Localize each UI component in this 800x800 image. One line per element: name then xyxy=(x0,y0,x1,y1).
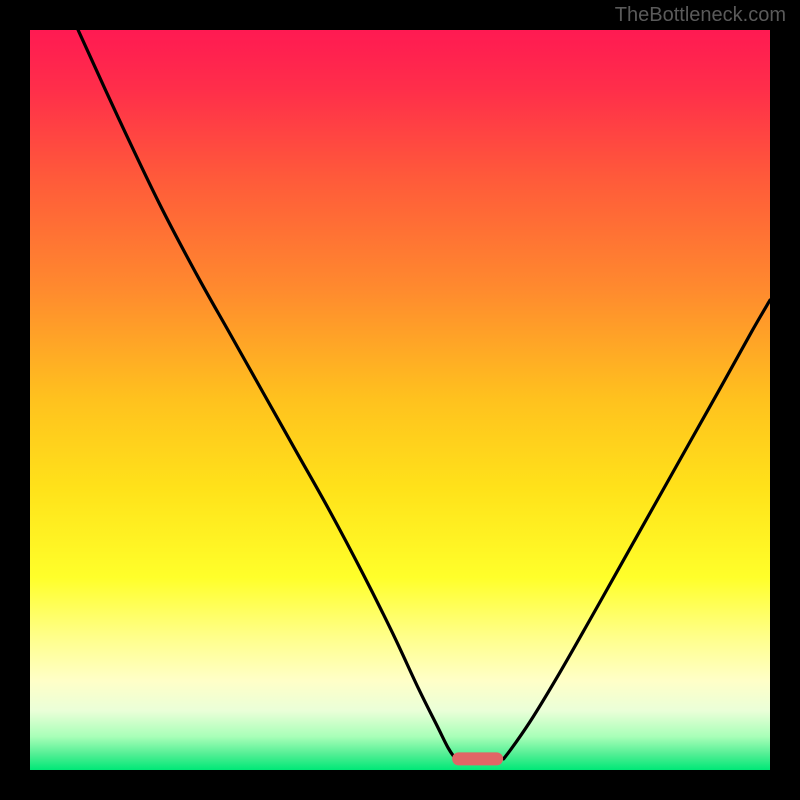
right-branch xyxy=(504,300,770,759)
bottleneck-chart xyxy=(30,30,770,770)
attribution-text: TheBottleneck.com xyxy=(615,4,786,27)
chart-curves xyxy=(30,30,770,770)
bottleneck-marker xyxy=(452,752,504,765)
left-branch xyxy=(78,30,455,759)
